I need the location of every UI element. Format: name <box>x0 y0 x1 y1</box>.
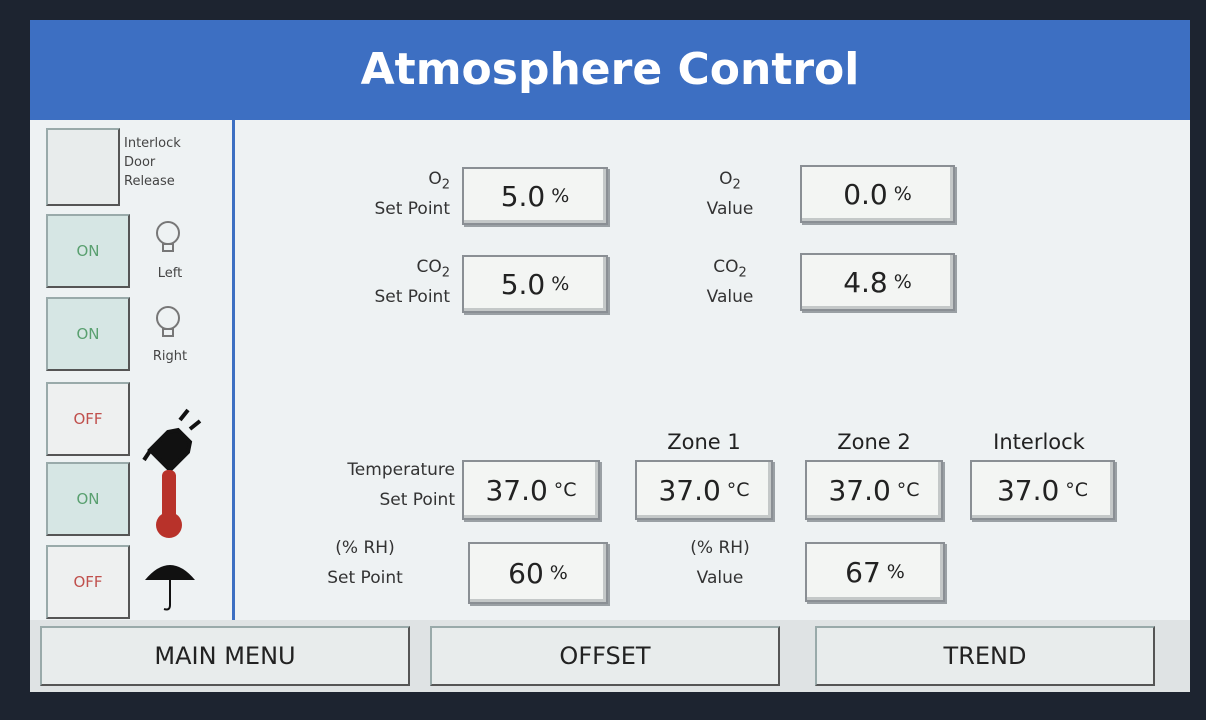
value: 5.0 <box>501 180 546 213</box>
plug-icon <box>144 410 200 470</box>
gas-symbol: CO <box>713 257 738 277</box>
value-label-text: Value <box>680 285 780 309</box>
unit: % <box>894 271 912 293</box>
umbrella-icon <box>145 565 195 610</box>
toggle-button[interactable]: OFF <box>46 545 130 619</box>
screen: Atmosphere Control InterlockDoorReleaseO… <box>0 0 1206 720</box>
value: 4.8 <box>843 266 888 299</box>
humidity-value-label: (% RH) Value <box>665 536 775 590</box>
gas-subscript: 2 <box>442 265 450 280</box>
sidebar-divider <box>232 120 235 620</box>
gas-subscript: 2 <box>442 177 450 192</box>
gas-symbol: O <box>428 169 441 189</box>
footer-button[interactable]: TREND <box>815 626 1155 686</box>
unit: % <box>894 183 912 205</box>
humidity-label-line: Set Point <box>290 566 440 590</box>
zone-temperature-box: 37.0 °C <box>970 460 1115 520</box>
interlock-door-release-button[interactable] <box>46 128 120 206</box>
zone-name: Interlock <box>960 430 1118 454</box>
unit: % <box>887 561 905 583</box>
setpoint-box[interactable]: 5.0% <box>462 167 608 225</box>
zone-name: Zone 2 <box>795 430 953 454</box>
temperature-label: Temperature Set Point <box>290 458 455 512</box>
unit: °C <box>897 479 920 501</box>
gas-name: CO2 <box>680 255 780 285</box>
humidity-label-line: (% RH) <box>290 536 440 560</box>
value-box: 0.0% <box>800 165 955 223</box>
toggle-button[interactable]: OFF <box>46 382 130 456</box>
value-box: 4.8% <box>800 253 955 311</box>
toggle-button[interactable]: ON <box>46 462 130 536</box>
interlock-label-line: Door <box>124 153 181 172</box>
humidity-value-box: 67% <box>805 542 945 602</box>
value: 37.0 <box>828 474 890 507</box>
humidity-label-line: (% RH) <box>665 536 775 560</box>
value: 67 <box>845 556 881 589</box>
interlock-label-line: Release <box>124 172 181 191</box>
toggle-button[interactable]: ON <box>46 297 130 371</box>
temperature-label-line: Set Point <box>290 488 455 512</box>
unit: % <box>551 185 569 207</box>
value: 0.0 <box>843 178 888 211</box>
interlock-label-line: Interlock <box>124 134 181 153</box>
setpoint-label-text: Set Point <box>290 285 450 309</box>
unit: % <box>550 562 568 584</box>
gas-name: O2 <box>680 167 780 197</box>
gas-subscript: 2 <box>738 265 746 280</box>
value: 37.0 <box>658 474 720 507</box>
zone-name: Zone 1 <box>625 430 783 454</box>
value: 37.0 <box>485 474 547 507</box>
footer-button[interactable]: MAIN MENU <box>40 626 410 686</box>
temperature-label-line: Temperature <box>290 458 455 482</box>
gas-name: CO2 <box>290 255 450 285</box>
thermometer-icon <box>156 470 182 538</box>
value-label-text: Value <box>680 197 780 221</box>
toggle-button[interactable]: ON <box>46 214 130 288</box>
toggle-label: Left <box>150 266 190 281</box>
unit: °C <box>727 479 750 501</box>
gas-symbol: O <box>719 169 732 189</box>
humidity-setpoint-label: (% RH) Set Point <box>290 536 440 590</box>
setpoint-box[interactable]: 5.0% <box>462 255 608 313</box>
unit: °C <box>554 479 577 501</box>
zone-temperature-box: 37.0 °C <box>635 460 773 520</box>
temperature-setpoint-box[interactable]: 37.0 °C <box>462 460 600 520</box>
toggle-label: Right <box>150 349 190 364</box>
humidity-label-line: Value <box>665 566 775 590</box>
gas-subscript: 2 <box>733 177 741 192</box>
header-title: Atmosphere Control <box>30 20 1190 120</box>
unit: °C <box>1065 479 1088 501</box>
zone-temperature-box: 37.0 °C <box>805 460 943 520</box>
footer-button[interactable]: OFFSET <box>430 626 780 686</box>
value: 37.0 <box>997 474 1059 507</box>
humidity-setpoint-box[interactable]: 60% <box>468 542 608 604</box>
value: 5.0 <box>501 268 546 301</box>
gas-symbol: CO <box>416 257 441 277</box>
gas-name: O2 <box>290 167 450 197</box>
unit: % <box>551 273 569 295</box>
value: 60 <box>508 557 544 590</box>
setpoint-label-text: Set Point <box>290 197 450 221</box>
